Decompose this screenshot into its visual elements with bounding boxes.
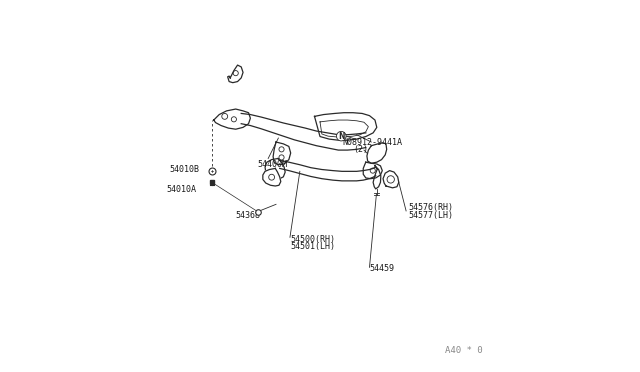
Text: 54459: 54459	[369, 264, 394, 273]
Polygon shape	[273, 142, 291, 165]
Polygon shape	[364, 162, 382, 179]
Circle shape	[337, 131, 346, 141]
Text: 54010A: 54010A	[166, 185, 196, 194]
Polygon shape	[280, 160, 376, 181]
Polygon shape	[263, 169, 281, 186]
Polygon shape	[383, 171, 399, 188]
Polygon shape	[228, 65, 243, 83]
Text: (2): (2)	[354, 145, 369, 154]
Text: N08912-9441A: N08912-9441A	[342, 138, 402, 147]
Polygon shape	[367, 143, 387, 163]
Polygon shape	[373, 166, 381, 189]
Text: N: N	[338, 132, 344, 141]
Text: 54500(RH): 54500(RH)	[291, 235, 336, 244]
Polygon shape	[314, 113, 377, 140]
Text: 54368: 54368	[236, 211, 260, 220]
Text: 54010B: 54010B	[170, 165, 200, 174]
Text: 54400M: 54400M	[258, 160, 288, 169]
Text: A40 * 0: A40 * 0	[445, 346, 482, 355]
Polygon shape	[241, 113, 366, 150]
Text: 54501(LH): 54501(LH)	[291, 242, 336, 251]
Text: 54576(RH): 54576(RH)	[408, 203, 453, 212]
Polygon shape	[265, 158, 285, 179]
Polygon shape	[214, 109, 250, 129]
Text: 54577(LH): 54577(LH)	[408, 211, 453, 220]
